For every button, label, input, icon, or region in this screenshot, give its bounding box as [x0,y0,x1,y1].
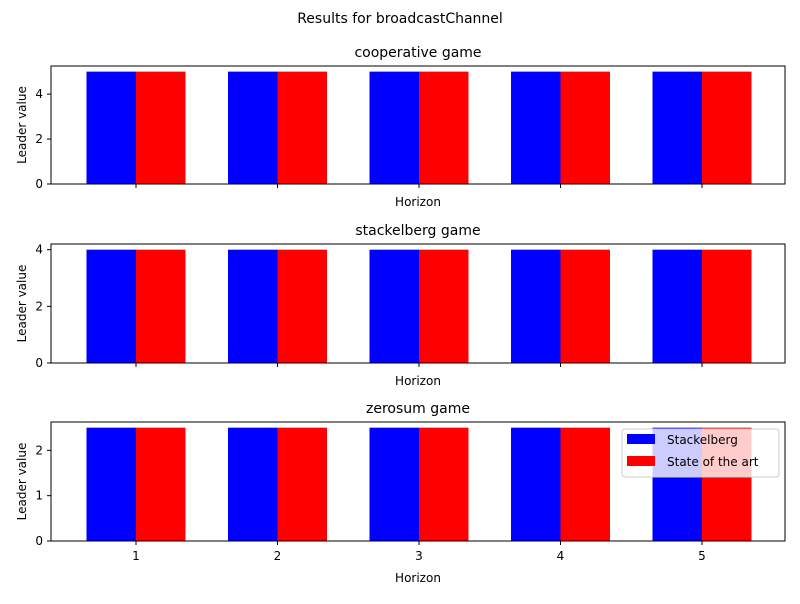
legend-swatch-stackelberg [627,434,655,444]
bar-state-of-the-art-4 [560,427,610,541]
bar-stackelberg-4 [511,249,561,363]
figure-title: Results for broadcastChannel [297,11,503,27]
x-axis-label: Horizon [395,195,441,209]
bar-state-of-the-art-1 [136,71,186,184]
bar-state-of-the-art-2 [277,71,327,184]
subplot-title: stackelberg game [355,223,480,239]
x-tick-label: 3 [415,549,423,563]
x-axis-label: Horizon [395,374,441,388]
bar-stackelberg-1 [86,249,136,363]
bar-stackelberg-5 [652,249,702,363]
bar-stackelberg-4 [511,71,561,184]
y-tick-label: 0 [35,356,43,370]
y-axis-label: Leader value [15,86,29,164]
bar-stackelberg-3 [369,71,419,184]
bar-stackelberg-1 [86,71,136,184]
bar-stackelberg-1 [86,427,136,541]
subplot-1: 0 2 4 cooperative game Horizon Leader value [15,45,786,209]
subplot-3: 0 1 2 1 2 3 4 5 zerosum game Horizon Leader value S… [15,401,786,585]
bar-stackelberg-2 [228,249,278,363]
legend-swatch-state-of-the-art [627,456,655,466]
bar-state-of-the-art-1 [136,249,186,363]
y-tick-label: 2 [35,443,43,457]
bar-state-of-the-art-5 [702,249,752,363]
y-tick-label: 2 [35,132,43,146]
y-tick-label: 4 [35,243,43,257]
x-tick-label: 4 [557,549,565,563]
bar-state-of-the-art-3 [419,249,469,363]
bar-stackelberg-3 [369,427,419,541]
legend-box [621,428,780,478]
subplot-2: 0 2 4 stackelberg game Horizon Leader value [15,223,786,388]
y-tick-label: 2 [35,299,43,313]
bar-state-of-the-art-2 [277,427,327,541]
x-tick-label: 2 [274,549,282,563]
bar-state-of-the-art-5 [702,71,752,184]
bar-stackelberg-3 [369,249,419,363]
y-tick-label: 0 [35,177,43,191]
bar-state-of-the-art-2 [277,249,327,363]
y-axis-label: Leader value [15,265,29,343]
x-tick-label: 5 [698,549,706,563]
bar-state-of-the-art-3 [419,427,469,541]
x-tick-label: 1 [132,549,140,563]
bar-stackelberg-5 [652,71,702,184]
subplot-title: zerosum game [366,401,470,417]
axes-frame [50,421,786,542]
subplot-title: cooperative game [354,45,481,61]
x-axis-label: Horizon [395,571,441,585]
bar-stackelberg-2 [228,427,278,541]
y-tick-label: 0 [35,534,43,548]
bar-stackelberg-4 [511,427,561,541]
y-axis-label: Leader value [15,443,29,521]
y-tick-label: 1 [35,489,43,503]
legend-label-stackelberg: Stackelberg [667,433,738,447]
bar-state-of-the-art-4 [560,71,610,184]
axes-frame [50,65,786,185]
bar-state-of-the-art-3 [419,71,469,184]
legend-label-state-of-the-art: State of the art [667,455,759,469]
y-tick-label: 4 [35,87,43,101]
legend: Stackelberg State of the art [621,428,780,478]
bar-state-of-the-art-4 [560,249,610,363]
bar-stackelberg-2 [228,71,278,184]
bar-state-of-the-art-1 [136,427,186,541]
axes-frame [50,243,786,364]
